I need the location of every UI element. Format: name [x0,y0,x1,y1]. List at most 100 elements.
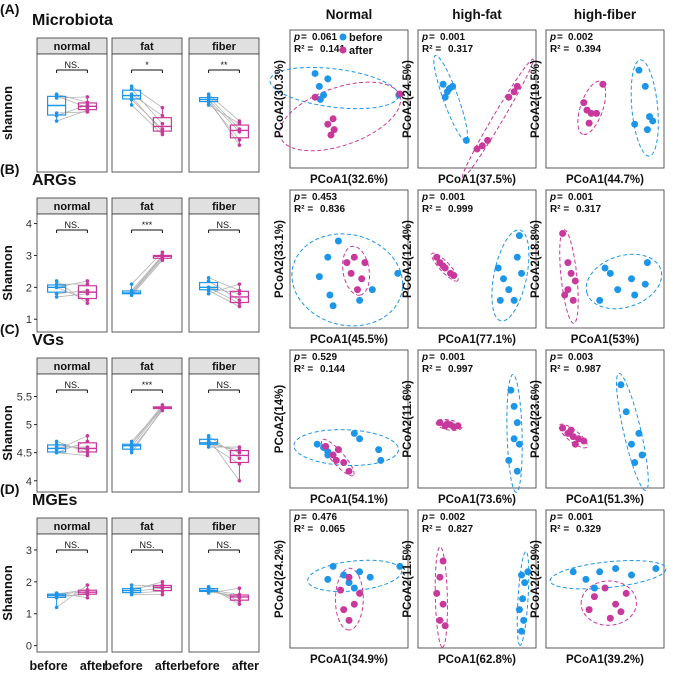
point-before [54,592,59,596]
point-after [85,103,90,107]
point-before [513,419,521,427]
point-before [206,439,211,444]
point-after [160,105,165,110]
point-after [160,253,165,258]
point-before [641,280,649,288]
point-before [54,279,59,283]
point-after [160,132,165,137]
point-before [366,573,374,581]
point-before [496,296,504,304]
pair-line [131,255,163,294]
point-before [396,562,404,570]
legend-swatch-before [339,33,347,41]
pair-line [131,104,163,135]
point-after [436,573,444,581]
pcoa-frame [289,189,409,329]
r2-prefix: R² = [422,364,441,375]
x-axis-label: PCoA1(77.1%) [438,334,516,346]
x-axis-label: PCoA1(53%) [571,334,640,346]
r2-value: 0.065 [320,524,345,535]
point-before [54,595,59,600]
point-before [206,584,211,589]
point-before [518,269,526,277]
ellipse-before [506,374,523,493]
sig-label: NS. [64,540,79,550]
point-after [622,589,630,597]
ellipse-after [434,546,448,648]
p-prefix: p [293,192,300,203]
point-before [628,275,635,283]
point-before [129,291,134,296]
y-axis-label: PCoA2(23.6%) [530,380,542,458]
facet-strip-label: fat [140,521,154,533]
ellipse-after [559,229,579,324]
point-after [237,143,242,147]
point-before [368,286,376,294]
facet-fat: fat * [111,37,183,173]
point-after [505,93,513,101]
point-before [596,568,604,576]
point-before [129,450,134,455]
facet-frame [188,213,260,333]
p-prefix: p [421,32,428,43]
pair-line [208,93,240,122]
point-after [237,456,242,461]
point-before [524,568,532,576]
legend-swatch-after [339,46,347,54]
point-after [311,93,319,101]
y-tick-label: 2 [26,282,32,294]
point-after [85,291,90,296]
pair-line [208,443,240,465]
pair-line [56,93,88,103]
p-prefix: p [549,512,556,523]
point-before [631,120,639,128]
sig-label: ** [220,60,228,70]
point-before [54,605,59,610]
r2-prefix: R² = [294,524,313,535]
x-axis-label: PCoA1(37.5%) [438,174,516,186]
point-before [631,291,639,299]
point-after [160,404,165,409]
point-before [54,119,59,123]
pcoa-frame [545,349,665,489]
point-after [612,600,620,608]
point-after [441,622,449,630]
y-axis-label: Shannon [0,565,15,621]
x-label-after: after [155,659,182,673]
point-before [206,291,211,296]
facet-frame [188,373,260,493]
y-tick-label: 0 [26,641,32,653]
point-after [590,593,598,601]
point-after [237,298,242,302]
pair-line [208,443,240,451]
facet-fat: fat *** [111,197,183,333]
point-before [54,282,59,286]
panel-title: Microbiota [32,12,113,29]
point-after [441,264,449,272]
p-eq: = [557,512,563,523]
r2-value: 0.999 [448,204,473,215]
facet-strip-label: normal [54,361,91,373]
pair-line [208,286,240,295]
p-value: 0.001 [568,192,593,203]
point-before [601,264,609,272]
point-after [237,121,242,126]
point-before [54,111,59,115]
point-after [559,229,567,237]
point-after [85,298,90,302]
ellipse-after [580,580,637,626]
point-before [518,627,526,635]
pcoa-column-header: Normal [326,7,373,22]
point-after [237,594,242,598]
point-after [327,131,335,139]
p-prefix: p [421,512,428,523]
y-tick-label: 3 [26,250,32,262]
point-after [160,592,165,597]
pair-line [131,259,163,296]
point-before [311,69,319,77]
point-before [445,85,453,93]
point-before [206,103,211,107]
point-before [54,291,59,296]
